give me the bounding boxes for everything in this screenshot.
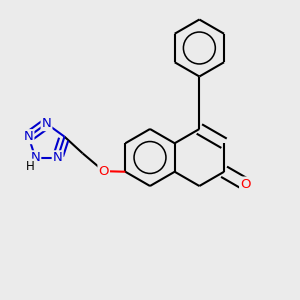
Text: N: N [24,130,33,143]
Text: N: N [42,117,51,130]
Text: O: O [240,178,250,190]
Text: O: O [98,165,109,178]
Text: H: H [26,160,35,172]
Text: N: N [31,151,40,164]
Text: N: N [53,151,62,164]
